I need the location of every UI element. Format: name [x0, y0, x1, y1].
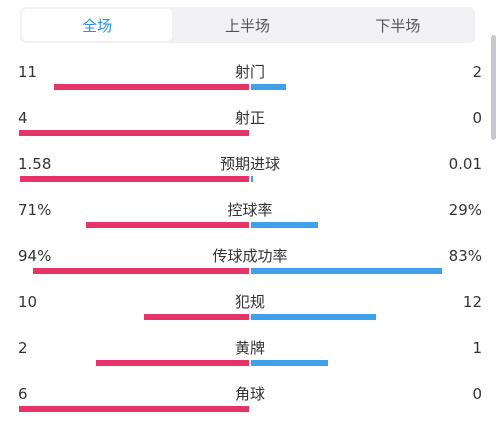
home-bar [144, 314, 249, 320]
home-value: 94% [18, 247, 52, 265]
home-bar [19, 406, 249, 412]
tab-second-half[interactable]: 下半场 [375, 16, 421, 35]
stat-label: 预期进球 [219, 155, 280, 173]
away-bar [251, 268, 442, 274]
home-value: 6 [18, 385, 28, 403]
away-value: 2 [472, 63, 482, 81]
period-tabs: 全场 上半场 下半场 [20, 7, 475, 43]
away-value: 0.01 [448, 155, 482, 173]
stat-label: 射门 [234, 63, 265, 81]
away-value: 12 [462, 293, 482, 311]
home-value: 1.58 [18, 155, 52, 173]
tab-first-half[interactable]: 上半场 [224, 16, 270, 35]
scrollbar[interactable] [491, 35, 496, 140]
home-bar [20, 176, 249, 182]
stat-label: 射正 [234, 109, 265, 127]
home-bar [86, 222, 249, 228]
home-bar [33, 268, 249, 274]
away-bar [251, 222, 318, 228]
stat-row: 2 黄牌 1 [0, 338, 500, 378]
home-value: 11 [18, 63, 38, 81]
home-value: 71% [18, 201, 52, 219]
away-value: 0 [472, 109, 482, 127]
stat-row: 71% 控球率 29% [0, 200, 500, 240]
stat-label: 传球成功率 [212, 247, 288, 265]
away-value: 0 [472, 385, 482, 403]
stat-label: 犯规 [234, 293, 265, 311]
tab-full-match[interactable]: 全场 [22, 9, 173, 41]
stat-label: 控球率 [227, 201, 273, 219]
away-value: 29% [448, 201, 482, 219]
home-bar [54, 84, 249, 90]
home-value: 2 [18, 339, 28, 357]
away-bar [251, 314, 376, 320]
away-bar [251, 84, 286, 90]
stat-row: 1.58 预期进球 0.01 [0, 154, 500, 194]
stat-row: 94% 传球成功率 83% [0, 246, 500, 286]
away-value: 83% [448, 247, 482, 265]
stat-row: 11 射门 2 [0, 62, 500, 102]
stat-label: 黄牌 [234, 339, 265, 357]
stat-row: 10 犯规 12 [0, 292, 500, 332]
home-bar [19, 130, 249, 136]
away-bar [251, 176, 253, 182]
away-value: 1 [472, 339, 482, 357]
stat-label: 角球 [234, 385, 265, 403]
home-bar [96, 360, 249, 366]
home-value: 4 [18, 109, 28, 127]
stat-row: 4 射正 0 [0, 108, 500, 148]
stat-row: 6 角球 0 [0, 384, 500, 424]
away-bar [251, 360, 328, 366]
home-value: 10 [18, 293, 38, 311]
